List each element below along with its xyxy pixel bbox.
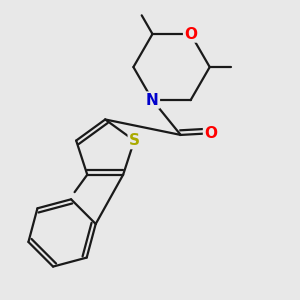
Text: S: S <box>129 133 140 148</box>
Text: O: O <box>184 26 197 41</box>
Text: O: O <box>204 126 217 141</box>
Text: N: N <box>146 93 159 108</box>
